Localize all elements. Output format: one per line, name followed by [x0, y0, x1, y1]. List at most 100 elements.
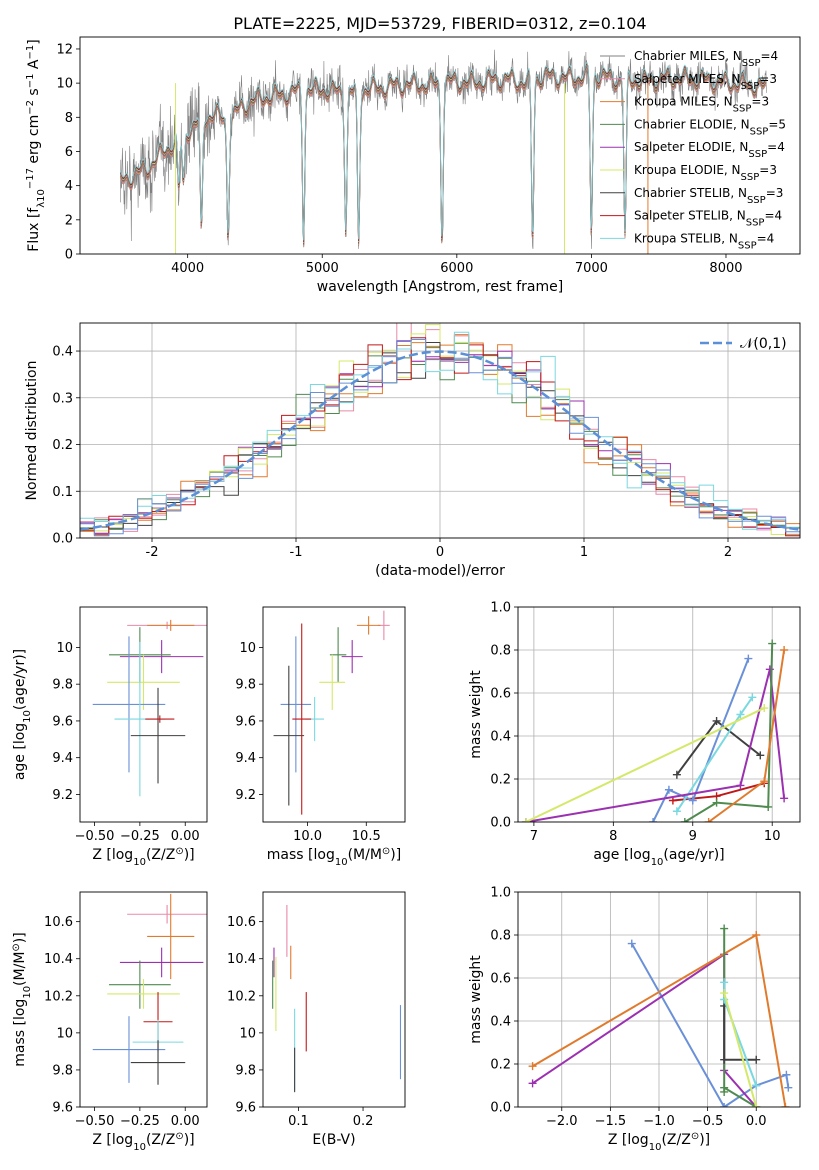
massweight-point-marker — [528, 1079, 537, 1088]
figure-title: PLATE=2225, MJD=53729, FIBERID=0312, z=0… — [233, 14, 646, 33]
massweight-point-marker — [649, 818, 658, 822]
mass-vs-Z-panel: −0.50 −0.25 0.00 9.6 9.8 10 10.2 10.4 10.6 Z [log… — [11, 891, 208, 1153]
massweight-series-line — [525, 669, 786, 822]
residual-hist-step — [80, 339, 800, 538]
age-vs-Z-xtick-label: −0.25 — [120, 829, 160, 844]
massweight-point-marker — [720, 924, 729, 933]
massweight-vs-age-panel: 7 8 9 10 0.0 0.2 0.4 0.6 0.8 1.0 age [log10(age/yr… — [468, 601, 801, 868]
massweight-point-marker — [736, 710, 745, 719]
massweight-point-marker — [720, 978, 729, 987]
age-vs-Z-xtick-label: −0.50 — [75, 829, 115, 844]
massweight-vs-Z-xtick-label: −1.0 — [643, 1114, 675, 1129]
massweight-vs-Z-xtick-label: −2.0 — [546, 1114, 578, 1129]
massweight-point-marker — [760, 704, 769, 713]
massweight-point-marker — [752, 1081, 761, 1090]
massweight-vs-Z-xlabel: Z [log10(Z/Z⊙)] — [608, 1131, 710, 1153]
massweight-point-marker — [720, 989, 729, 998]
age-vs-mass-xlabel: mass [log10(M/M⊙)] — [267, 846, 401, 868]
massweight-vs-Z-ytick-label: 0.4 — [490, 1015, 511, 1030]
massweight-point-marker — [752, 1103, 761, 1107]
spectrum-panel: 4000 5000 6000 7000 8000 0 2 4 6 8 10 12 wavelength … — [25, 36, 801, 295]
gaussian-curve — [80, 350, 800, 532]
massweight-vs-age-ylabel: mass weight — [468, 670, 484, 759]
spectrum-xtick-label: 8000 — [709, 261, 742, 276]
massweight-series-line — [630, 943, 790, 1107]
age-vs-Z-panel: −0.50 −0.25 0.00 9.2 9.4 9.6 9.8 10 Z [log10(Z/Z… — [12, 606, 208, 868]
massweight-vs-age-xtick-label: 8 — [609, 829, 617, 844]
residuals-panel: -2 -1 0 1 2 0.0 0.1 0.2 0.3 0.4 (data-model)/error… — [24, 322, 801, 579]
legend-entry: Chabrier ELODIE, NSSP=5 — [634, 117, 786, 137]
mass-vs-EBV-panel: 0.1 0.2 9.6 9.8 10 10.2 10.4 10.6 E(B-V) — [227, 891, 406, 1148]
residuals-ytick-label: 0.1 — [52, 485, 73, 500]
spectrum-ytick-label: 4 — [65, 179, 73, 194]
massweight-point-marker — [528, 1062, 537, 1071]
massweight-vs-age-ytick-label: 1.0 — [490, 601, 511, 616]
residuals-plot-area — [80, 323, 800, 538]
massweight-vs-age-ytick-label: 0.0 — [490, 816, 511, 831]
spectrum-xtick-label: 5000 — [306, 261, 339, 276]
mass-vs-Z-plot-area — [92, 893, 207, 1085]
age-vs-Z-ytick-label: 9.2 — [52, 788, 73, 803]
mass-vs-Z-ylabel: mass [log10(M/M⊙)] — [11, 932, 33, 1066]
age-vs-Z-ytick-label: 10 — [56, 641, 73, 656]
massweight-point-marker — [744, 654, 753, 663]
spectrum-ytick-label: 12 — [56, 42, 73, 57]
age-vs-mass-panel: 10.0 10.5 9.2 9.4 9.6 9.8 10 mass [log10(M/M⊙)] — [235, 606, 406, 868]
mass-vs-EBV-ytick-label: 10.4 — [227, 952, 256, 967]
mass-vs-Z-xlabel: Z [log10(Z/Z⊙)] — [92, 1131, 194, 1153]
spectrum-xtick-label: 4000 — [171, 261, 204, 276]
massweight-vs-age-xtick-label: 7 — [530, 829, 538, 844]
massweight-vs-Z-ylabel: mass weight — [468, 955, 484, 1044]
massweight-point-marker — [782, 1070, 791, 1079]
massweight-series-line — [723, 992, 758, 1107]
massweight-vs-Z-xtick-label: −0.5 — [692, 1114, 724, 1129]
massweight-vs-Z-ytick-label: 0.6 — [490, 972, 511, 987]
gaussian-legend-label: 𝒩(0,1) — [740, 336, 787, 352]
age-vs-mass-ytick-label: 9.8 — [235, 678, 256, 693]
massweight-series-line — [532, 952, 757, 1107]
mass-vs-Z-xtick-label: 0.00 — [171, 1114, 200, 1129]
massweight-vs-Z-ytick-label: 0.2 — [490, 1058, 511, 1073]
mass-vs-EBV-ytick-label: 9.8 — [235, 1063, 256, 1078]
massweight-vs-Z-panel: −2.0 −1.5 −1.0 −0.5 0.0 0.0 0.2 0.4 0.6 0.8 1.0 Z [… — [468, 886, 801, 1153]
spectrum-frame — [79, 36, 801, 255]
mass-vs-Z-ytick-label: 10.2 — [44, 989, 73, 1004]
massweight-vs-age-frame — [517, 606, 801, 823]
mass-vs-Z-ytick-label: 10.4 — [44, 952, 73, 967]
legend-entry: Chabrier STELIB, NSSP=3 — [634, 186, 783, 206]
residuals-ytick-label: 0.2 — [52, 438, 73, 453]
residuals-xtick-label: 0 — [436, 545, 444, 560]
spectrum-model-line — [119, 62, 767, 241]
massweight-point-marker — [712, 798, 721, 807]
massweight-vs-age-ytick-label: 0.2 — [490, 773, 511, 788]
massweight-vs-Z-xtick-label: 0.0 — [746, 1114, 767, 1129]
massweight-point-marker — [720, 1103, 729, 1107]
age-vs-Z-xtick-label: 0.00 — [171, 829, 200, 844]
residuals-ytick-label: 0.3 — [52, 391, 73, 406]
spectrum-ytick-label: 0 — [65, 248, 73, 263]
massweight-point-marker — [748, 693, 757, 702]
massweight-point-marker — [672, 770, 681, 779]
mass-vs-Z-ytick-label: 9.6 — [52, 1101, 73, 1116]
mass-vs-Z-ytick-label: 10.6 — [44, 915, 73, 930]
spectrum-ytick-label: 10 — [56, 77, 73, 92]
massweight-vs-age-plot-area — [518, 607, 800, 822]
mass-vs-EBV-ytick-label: 10 — [239, 1026, 256, 1041]
massweight-series-line — [723, 928, 757, 1107]
massweight-point-marker — [627, 939, 636, 948]
legend-entry: Kroupa MILES, NSSP=3 — [634, 95, 769, 115]
massweight-point-marker — [720, 1083, 729, 1092]
massweight-point-marker — [521, 818, 530, 822]
legend-entry: Salpeter MILES, NSSP=3 — [634, 72, 777, 92]
age-vs-mass-xtick-label: 10.5 — [352, 829, 381, 844]
massweight-point-marker — [760, 777, 769, 786]
massweight-point-marker — [752, 931, 761, 939]
massweight-point-marker — [704, 818, 713, 822]
residuals-ytick-label: 0.4 — [52, 345, 73, 360]
massweight-point-marker — [768, 639, 777, 648]
mass-vs-EBV-plot-area — [272, 904, 402, 1093]
massweight-point-marker — [736, 781, 745, 790]
age-vs-Z-xlabel: Z [log10(Z/Z⊙)] — [92, 846, 194, 868]
massweight-vs-age-xlabel: age [log10(age/yr)] — [593, 847, 724, 868]
